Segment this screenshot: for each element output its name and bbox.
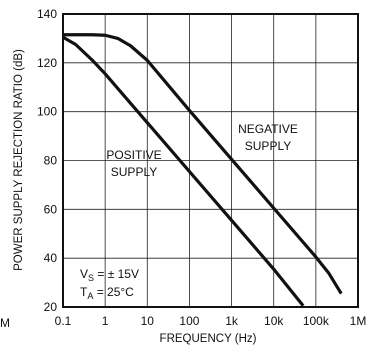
vs-annotation: VS = ± 15V <box>80 267 139 283</box>
x-tick-labels: 0.1 1 10 100 1k 10k 100k 1M <box>55 314 367 328</box>
y-tick-label: 60 <box>44 202 58 216</box>
y-tick-label: 100 <box>37 105 57 119</box>
negative-supply-label-line1: NEGATIVE <box>238 122 298 136</box>
y-tick-label: 120 <box>37 56 57 70</box>
positive-supply-label-line2: SUPPLY <box>111 165 157 179</box>
x-tick-label: 10k <box>264 314 284 328</box>
x-tick-label: 1k <box>225 314 239 328</box>
negative-supply-label-line2: SUPPLY <box>245 139 291 153</box>
ta-annotation: TA = 25°C <box>80 285 134 301</box>
y-tick-label: 20 <box>44 300 58 314</box>
y-axis-title: POWER SUPPLY REJECTION RATIO (dB) <box>13 49 25 271</box>
y-tick-label: 80 <box>44 154 58 168</box>
y-tick-label: 40 <box>44 251 58 265</box>
x-axis-title: FREQUENCY (Hz) <box>160 333 257 345</box>
series-line-positive-supply <box>62 35 305 307</box>
x-tick-label: 100 <box>179 314 199 328</box>
x-tick-label: 10 <box>141 314 155 328</box>
x-tick-label: 100k <box>303 314 330 328</box>
series-layer <box>62 33 343 307</box>
y-tick-labels: 20 40 60 80 100 120 140 <box>37 7 57 314</box>
x-tick-label: 1M <box>350 314 367 328</box>
x-tick-label: 0.1 <box>55 314 72 328</box>
y-tick-label: 140 <box>37 7 57 21</box>
positive-supply-label-line1: POSITIVE <box>106 148 161 162</box>
plot-frame <box>62 13 359 308</box>
x-tick-label: 1 <box>102 314 109 328</box>
series-line-negative-supply <box>63 33 343 295</box>
left-edge-label: M <box>0 316 10 330</box>
